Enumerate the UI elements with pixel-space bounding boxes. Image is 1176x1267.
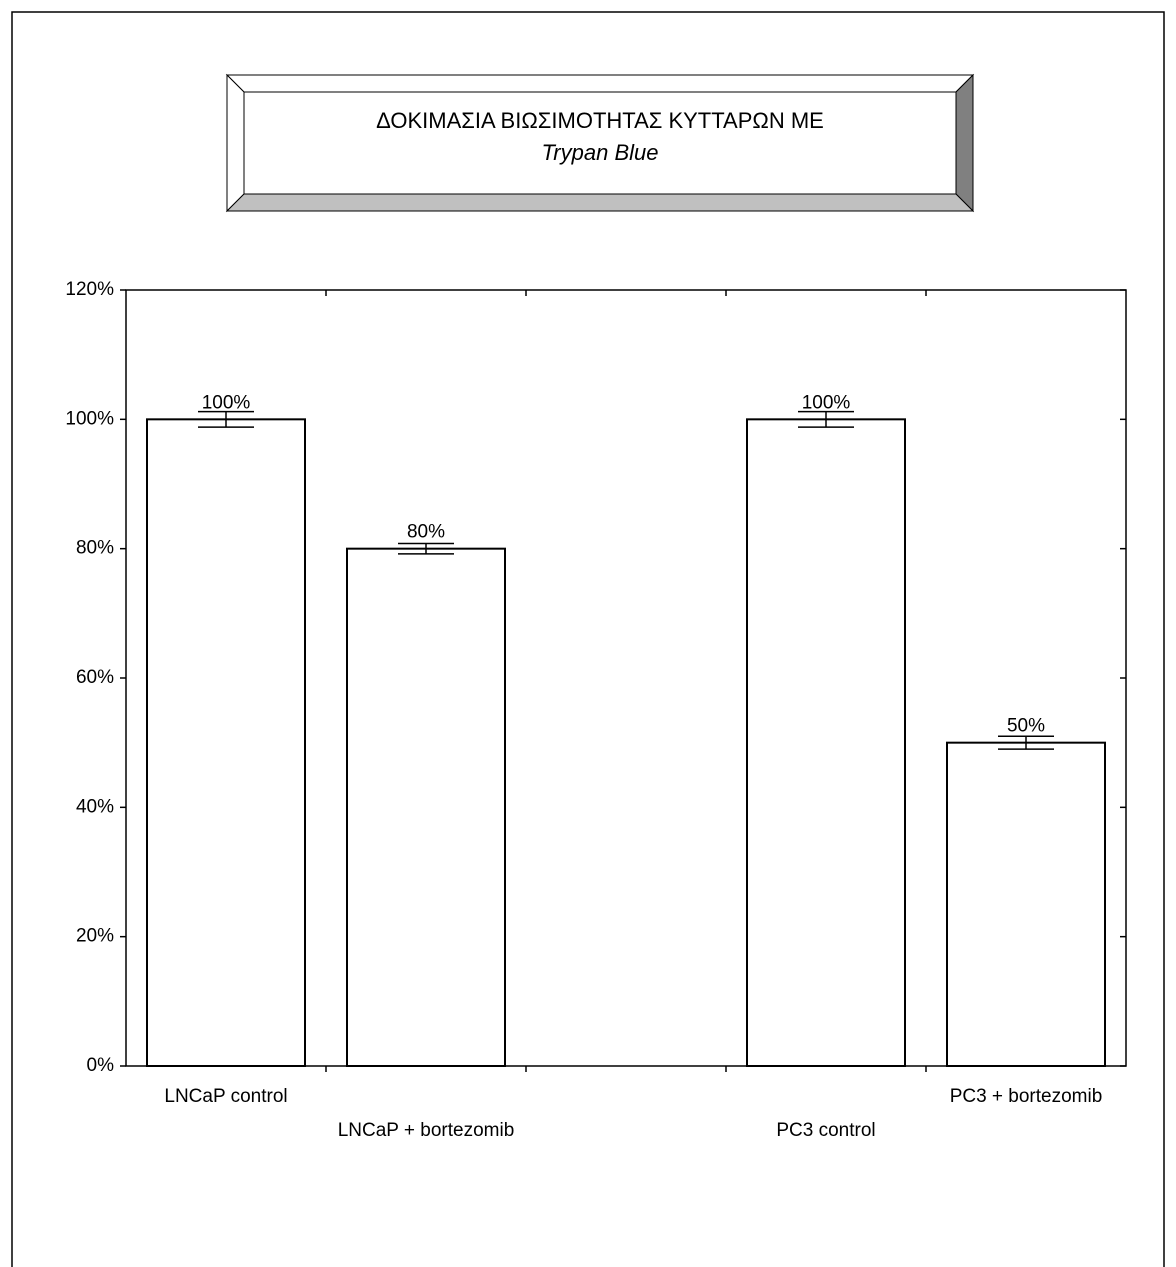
- title-box: [225, 73, 975, 213]
- x-tick-label: LNCaP + bortezomib: [338, 1120, 515, 1141]
- y-tick-label: 80%: [76, 538, 114, 559]
- bar: [946, 741, 1106, 1068]
- y-tick-label: 20%: [76, 926, 114, 947]
- value-label: 80%: [407, 522, 445, 543]
- y-tick-label: 60%: [76, 667, 114, 688]
- bar: [346, 547, 506, 1067]
- x-tick-label: PC3 + bortezomib: [950, 1086, 1103, 1107]
- y-tick-label: 100%: [65, 408, 114, 429]
- value-label: 50%: [1007, 716, 1045, 737]
- y-tick-label: 120%: [65, 279, 114, 300]
- x-tick-label: LNCaP control: [164, 1086, 287, 1107]
- bar: [746, 418, 906, 1068]
- y-tick-label: 0%: [87, 1055, 115, 1076]
- y-tick-label: 40%: [76, 796, 114, 817]
- chart-subtitle: Trypan Blue: [542, 140, 659, 165]
- chart-title: ΔΟΚΙΜΑΣΙΑ ΒΙΩΣΙΜΟΤΗΤΑΣ ΚΥΤΤΑΡΩΝ ΜΕ: [376, 108, 824, 133]
- value-label: 100%: [202, 392, 251, 413]
- bar: [146, 418, 306, 1068]
- value-label: 100%: [802, 392, 851, 413]
- x-tick-label: PC3 control: [776, 1120, 875, 1141]
